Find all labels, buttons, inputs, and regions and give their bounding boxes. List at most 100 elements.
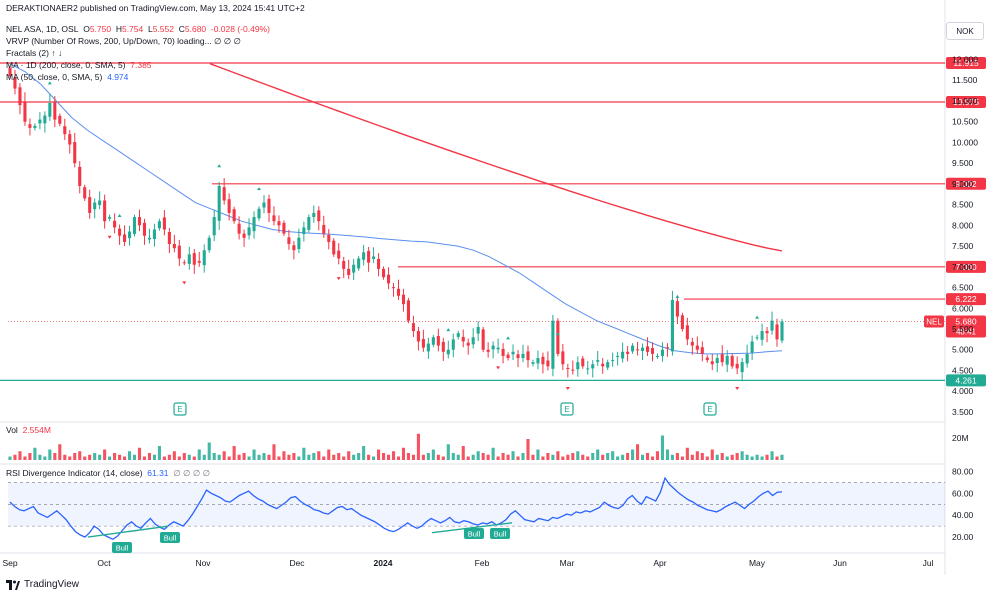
ma200-legend[interactable]: MA · 1D (200, close, 0, SMA, 5) 7.385 <box>6 60 152 70</box>
candle-body <box>167 231 171 245</box>
volume-bar <box>272 444 276 460</box>
price-tick-label: 7.000 <box>952 262 974 272</box>
fractal-down-marker <box>182 281 187 285</box>
symbol-legend[interactable]: NEL ASA, 1D, OSL O5.750 H5.754 L5.552 C5… <box>6 24 270 34</box>
candle-body <box>83 187 87 199</box>
volume-bar <box>476 451 480 460</box>
fractal-down-marker <box>107 235 112 239</box>
volume-bar <box>750 456 754 460</box>
vrvp-legend[interactable]: VRVP (Number Of Rows, 200, Up/Down, 70) … <box>6 36 241 46</box>
time-tick-label: Dec <box>289 558 305 568</box>
volume-bar <box>516 456 520 460</box>
rsi-extra: ∅ ∅ ∅ ∅ <box>173 468 210 478</box>
rsi-value: 61.31 <box>147 468 169 478</box>
candle-body <box>526 351 530 361</box>
price-label-badge <box>946 374 986 387</box>
volume-bar <box>38 454 42 460</box>
volume-bar <box>725 456 729 460</box>
volume-bar <box>636 444 640 460</box>
volume-bar <box>775 456 779 460</box>
candle-body <box>621 351 625 359</box>
fractal-up-marker <box>217 164 222 168</box>
volume-bar <box>177 456 181 460</box>
price-tick-label: 5.000 <box>952 345 974 355</box>
horizontal-levels[interactable]: 11.915 10.975 9.002 7.000 6.222 4.261 NEL 5.680… <box>0 57 986 387</box>
candle-body <box>23 101 27 122</box>
ma200-value: 7.385 <box>130 60 152 70</box>
candle-body <box>282 222 286 234</box>
volume-bar <box>307 454 311 460</box>
volume-bar <box>78 451 82 460</box>
rsi-tick-label: 60.00 <box>952 488 974 498</box>
candle-body <box>272 215 276 222</box>
candle-body <box>541 356 545 365</box>
candle-body <box>68 134 72 145</box>
candle-body <box>576 362 580 370</box>
volume-bar <box>382 453 386 460</box>
volume-bar <box>347 451 351 460</box>
volume-bar <box>745 454 749 460</box>
candle-body <box>780 321 784 341</box>
volume-bar <box>237 454 241 460</box>
price-label-badge <box>946 96 986 109</box>
candle-body <box>172 244 176 249</box>
rsi-band <box>8 482 945 527</box>
candle-body <box>566 367 570 369</box>
volume-bar <box>297 456 301 460</box>
volume-bar <box>222 451 226 460</box>
ma50-legend[interactable]: MA (50, close, 0, SMA, 5) 4.974 <box>6 72 128 82</box>
candle-body <box>98 200 102 206</box>
price-tick-label: 6.000 <box>952 303 974 313</box>
volume-bar <box>377 449 381 460</box>
fractals-legend[interactable]: Fractals (2) ↑ ↓ <box>6 48 63 58</box>
volume-bar <box>720 453 724 460</box>
markers: Bull Bull Bull Bull E E E <box>47 81 760 553</box>
ma50-line <box>9 63 783 355</box>
volume-bar <box>337 453 341 460</box>
volume-bar <box>466 456 470 460</box>
open-value: 5.750 <box>89 24 112 34</box>
symbol-name: NEL ASA, 1D, OSL <box>6 24 79 34</box>
volume-bar <box>396 456 401 460</box>
candle-body <box>357 258 361 269</box>
price-tick-label: 4.000 <box>952 386 974 396</box>
volume-bar <box>501 453 505 460</box>
candle-body <box>227 199 231 213</box>
candle-body <box>765 331 769 334</box>
fractal-up-marker <box>555 332 560 336</box>
tradingview-logo[interactable]: TradingView <box>6 579 79 590</box>
volume-bar <box>581 454 585 460</box>
rsi-legend[interactable]: RSI Divergence Indicator (14, close) 61.… <box>6 468 210 479</box>
candle-body <box>601 363 605 367</box>
candle-body <box>113 220 117 228</box>
bull-divergence-line <box>431 522 513 534</box>
candle-body <box>401 294 406 305</box>
candle-body <box>461 336 465 342</box>
volume-bar <box>93 453 97 460</box>
candle-body <box>665 347 669 349</box>
candle-body <box>88 197 92 213</box>
candle-body <box>142 222 147 236</box>
candle-body <box>655 355 660 357</box>
candle-body <box>391 287 396 289</box>
currency-selector[interactable]: NOK <box>946 22 984 40</box>
volume-bar <box>426 453 430 460</box>
volume-bar <box>18 451 22 460</box>
volume-bar <box>521 453 525 460</box>
candle-body <box>471 337 475 345</box>
earnings-marker-text: E <box>707 405 712 414</box>
volume-legend[interactable]: Vol 2.554M <box>6 425 51 435</box>
volume-bar <box>556 451 560 460</box>
candles[interactable] <box>8 65 784 382</box>
volume-bar <box>670 454 674 460</box>
volume-bar <box>332 454 336 460</box>
volume-bar <box>187 454 191 460</box>
candle-body <box>466 342 470 346</box>
volume-bar <box>705 456 709 460</box>
time-tick-label: Feb <box>475 558 490 568</box>
price-tick-label: 3.500 <box>952 407 974 417</box>
candle-body <box>267 198 271 213</box>
volume-bar <box>352 454 356 460</box>
candle-body <box>431 337 435 345</box>
